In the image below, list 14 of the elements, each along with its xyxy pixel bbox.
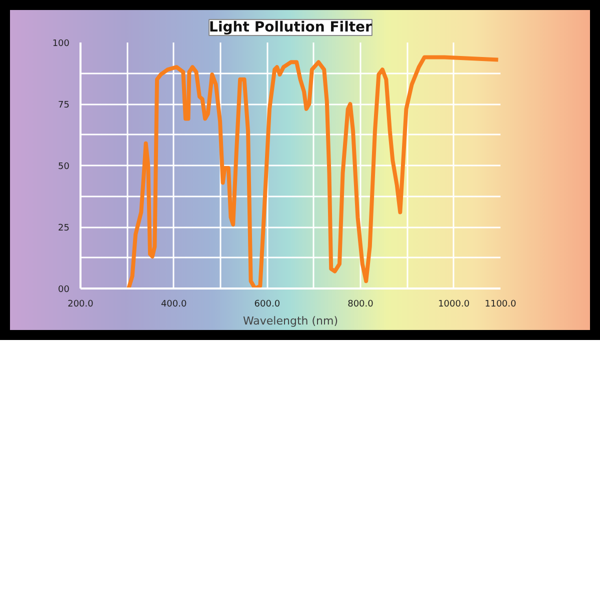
x-tick-label: 400.0	[160, 300, 187, 310]
y-tick-label: 50	[58, 162, 70, 172]
y-tick-label: 25	[58, 224, 70, 234]
y-tick-label: 100	[52, 39, 70, 49]
x-tick-label: 200.0	[68, 300, 94, 310]
x-tick-label: 600.0	[254, 300, 280, 310]
y-tick-label: 00	[58, 285, 70, 295]
line-series	[126, 55, 500, 288]
x-tick-label: 800.0	[348, 300, 374, 310]
chart-title: Light Pollution Filter	[209, 20, 372, 36]
y-tick-label: 75	[58, 100, 70, 110]
x-tick-label: 1000.0	[438, 300, 470, 310]
x-axis-title: Wavelength (nm)	[242, 314, 338, 328]
x-tick-label: 1100.0	[484, 300, 517, 310]
